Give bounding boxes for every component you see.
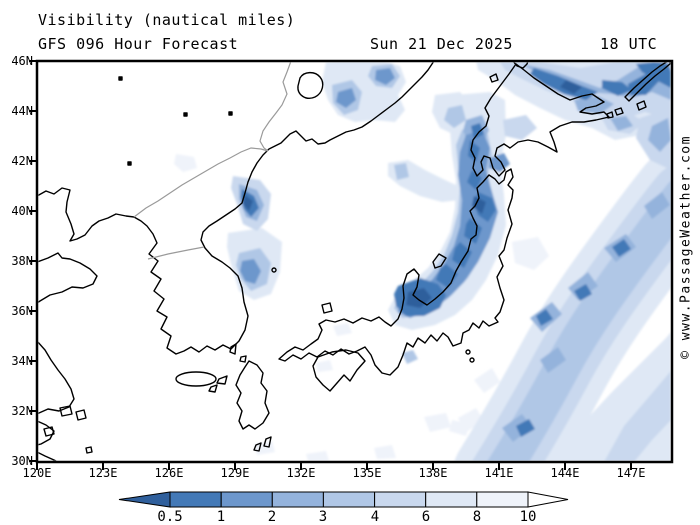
hokkaido	[470, 63, 610, 177]
map-frame	[29, 59, 674, 470]
lat-label: 34N	[11, 354, 33, 368]
legend-swatch	[476, 491, 529, 508]
lon-label: 135E	[352, 466, 382, 480]
lon-label: 126E	[154, 466, 184, 480]
sado-island	[432, 253, 447, 269]
legend-tick-label: 2	[267, 509, 277, 525]
lat-label: 36N	[11, 304, 33, 318]
legend-arrow-left	[118, 491, 171, 508]
lon-label: 144E	[550, 466, 580, 480]
lat-label: 30N	[11, 454, 33, 468]
legend-swatch	[169, 491, 222, 508]
lon-label: 123E	[88, 466, 118, 480]
legend-swatch	[271, 491, 324, 508]
lake-khanka	[297, 71, 324, 99]
lat-label: 38N	[11, 254, 33, 268]
lon-label: 129E	[220, 466, 250, 480]
china-south-coast	[38, 341, 75, 461]
lat-label: 44N	[11, 104, 33, 118]
lat-label: 42N	[11, 154, 33, 168]
lon-label: 120E	[22, 466, 52, 480]
coastlines	[38, 62, 671, 461]
sakhalin-tip	[513, 62, 529, 69]
country-borders	[133, 62, 292, 260]
legend-colorbar	[118, 491, 569, 508]
legend-swatch	[322, 491, 376, 508]
shikoku	[312, 349, 366, 392]
legend-tick-label: 3	[318, 509, 328, 525]
legend-tick-label: 1	[216, 509, 226, 525]
lon-label: 132E	[286, 466, 316, 480]
mainland-coast	[38, 62, 434, 355]
honshu	[278, 168, 514, 376]
lat-label: 46N	[11, 54, 33, 68]
legend-tick-label: 0.5	[157, 509, 183, 525]
shandong-coast	[38, 252, 98, 303]
lat-label: 40N	[11, 204, 33, 218]
kyushu	[235, 360, 270, 430]
lat-label: 32N	[11, 404, 33, 418]
legend-swatch	[425, 491, 478, 508]
legend-swatch	[220, 491, 273, 508]
lon-label: 141E	[484, 466, 514, 480]
valid-date: Sun 21 Dec 2025	[370, 35, 513, 53]
kuril-islands	[624, 62, 671, 102]
legend-tick-label: 6	[421, 509, 431, 525]
legend-tick-label: 8	[472, 509, 482, 525]
page-title: Visibility (nautical miles)	[38, 11, 296, 29]
legend-arrow-right	[527, 491, 569, 508]
visibility-shading	[38, 62, 671, 461]
jeju-island	[175, 371, 217, 387]
valid-time: 18 UTC	[600, 35, 658, 53]
copyright-watermark: © www.PassageWeather.com	[678, 135, 694, 359]
legend-swatch	[374, 491, 427, 508]
legend-tick-label: 4	[370, 509, 380, 525]
lon-label: 147E	[616, 466, 646, 480]
forecast-model-label: GFS 096 Hour Forecast	[38, 35, 239, 53]
lon-label: 138E	[418, 466, 448, 480]
legend-tick-label: 10	[519, 509, 537, 525]
